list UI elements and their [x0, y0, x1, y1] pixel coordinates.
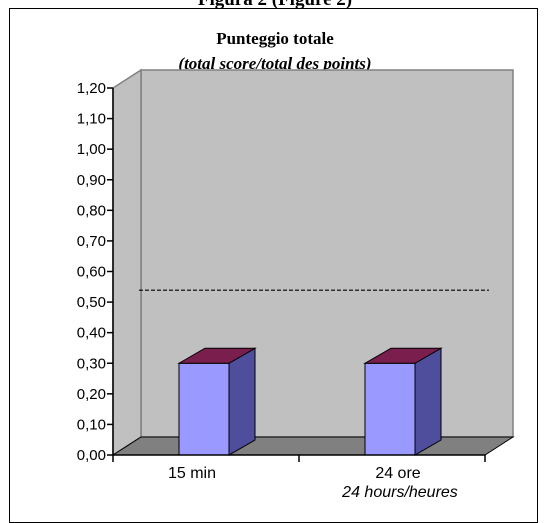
bar-front — [178, 362, 230, 456]
y-tick-label: 1,20 — [77, 80, 106, 97]
chart-subtitle: (total score/total des points) — [178, 54, 372, 73]
y-tick-label: 0,80 — [77, 202, 106, 219]
bar-2 — [363, 347, 443, 456]
y-tick-label: 1,10 — [77, 111, 106, 128]
x-tick-label: 15 min — [168, 465, 216, 482]
x-tick-label: 24 ore — [375, 465, 420, 482]
chart-side-wall — [112, 68, 142, 457]
y-tick-label: 0,70 — [77, 233, 106, 250]
chart-floor — [111, 436, 515, 456]
y-tick-label: 0,40 — [77, 325, 106, 342]
y-tick-label: 1,00 — [77, 141, 106, 158]
y-tick-label: 0,20 — [77, 386, 106, 403]
chart-title: Punteggio totale — [216, 29, 334, 48]
y-tick-label: 0,90 — [77, 172, 106, 189]
bar-top — [363, 347, 443, 364]
bar-side — [228, 347, 256, 456]
y-tick-label: 0,00 — [77, 447, 106, 464]
y-tick-label: 0,60 — [77, 264, 106, 281]
figure-heading: Figura 2 (Figure 2) — [0, 0, 550, 11]
bar-side — [414, 347, 442, 456]
bar-top — [177, 347, 257, 364]
bar-1 — [177, 347, 257, 456]
y-tick-label: 0,50 — [77, 294, 106, 311]
x-tick-sublabel: 24 hours/heures — [341, 484, 458, 501]
y-tick-label: 0,10 — [77, 416, 106, 433]
bar-front — [364, 362, 416, 456]
y-tick-label: 0,30 — [77, 355, 106, 372]
